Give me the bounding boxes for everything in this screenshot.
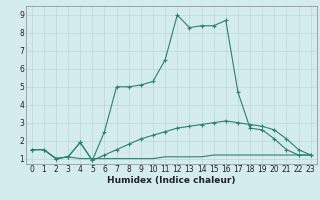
X-axis label: Humidex (Indice chaleur): Humidex (Indice chaleur) <box>107 176 236 185</box>
